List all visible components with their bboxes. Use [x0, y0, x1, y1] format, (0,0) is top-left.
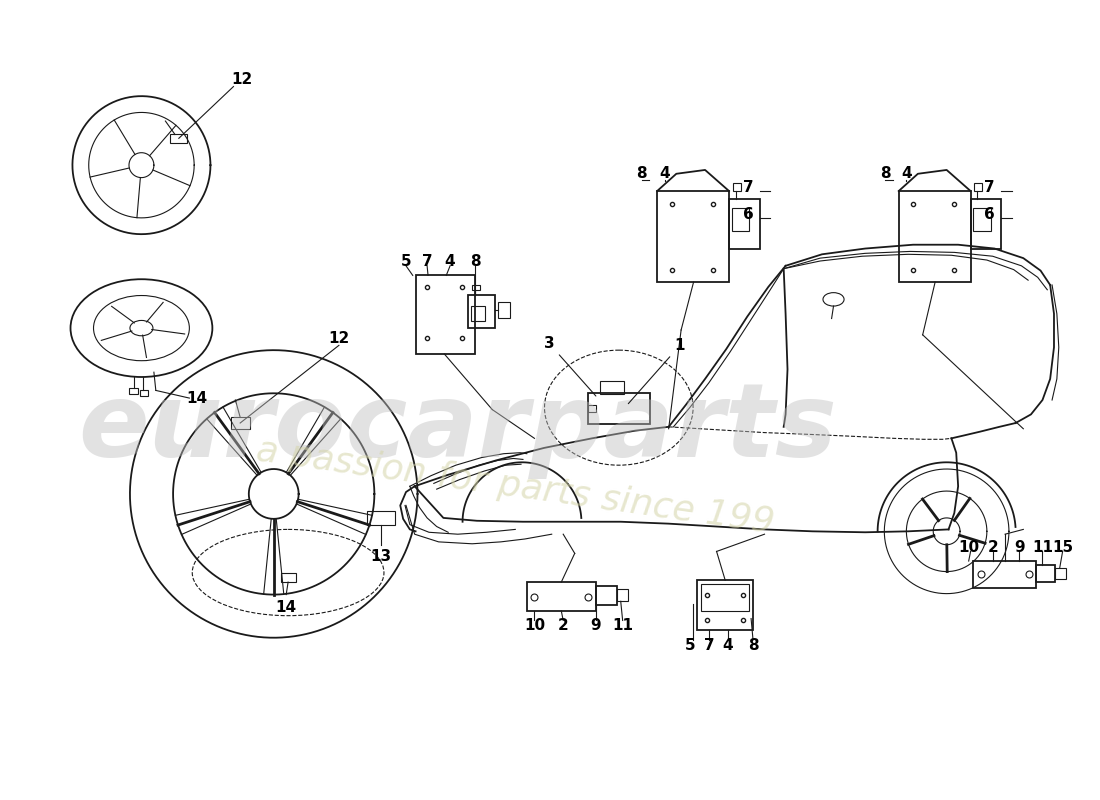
Bar [729, 198, 760, 249]
Text: 14: 14 [276, 599, 297, 614]
Bar [596, 586, 617, 605]
Bar [974, 561, 1036, 588]
Text: 5: 5 [684, 638, 695, 653]
Text: a passion for parts since 199: a passion for parts since 199 [254, 433, 777, 539]
Text: 7: 7 [421, 254, 432, 270]
Text: 4: 4 [660, 166, 670, 182]
Bar [170, 134, 187, 143]
Text: 12: 12 [328, 331, 350, 346]
Text: 1: 1 [628, 338, 685, 404]
Bar [231, 418, 250, 429]
Bar [472, 285, 480, 290]
Text: 15: 15 [1052, 540, 1074, 555]
Text: 10: 10 [524, 618, 544, 633]
Bar [732, 208, 749, 231]
Bar [657, 191, 729, 282]
Bar [697, 580, 754, 630]
Bar [498, 302, 509, 318]
Text: 11: 11 [1032, 540, 1053, 555]
Bar [733, 183, 740, 191]
Bar [140, 390, 148, 396]
Bar [588, 394, 650, 424]
Bar [974, 208, 991, 231]
Text: 13: 13 [371, 549, 392, 564]
Text: 7: 7 [984, 180, 996, 194]
Bar [469, 294, 495, 328]
Text: 5: 5 [400, 254, 411, 270]
Bar [366, 511, 396, 525]
Text: 8: 8 [637, 166, 647, 182]
Bar [1055, 568, 1067, 579]
Bar [970, 198, 1001, 249]
Text: 8: 8 [470, 254, 481, 270]
Bar [975, 183, 982, 191]
Text: 12: 12 [231, 72, 253, 87]
Bar [471, 306, 485, 322]
Bar [899, 191, 970, 282]
Text: eurocarparts: eurocarparts [78, 378, 837, 479]
Text: 3: 3 [544, 336, 596, 396]
Bar [527, 582, 596, 611]
Bar [617, 589, 628, 602]
Bar [600, 381, 624, 394]
Text: 9: 9 [1014, 540, 1025, 555]
Bar [1036, 565, 1055, 582]
Text: 6: 6 [742, 207, 754, 222]
Bar [701, 584, 749, 611]
Text: 7: 7 [704, 638, 714, 653]
Text: 11: 11 [612, 618, 634, 633]
Bar [588, 405, 596, 413]
Text: 9: 9 [591, 618, 601, 633]
Text: 4: 4 [723, 638, 734, 653]
Text: 2: 2 [558, 618, 569, 633]
Text: 4: 4 [444, 254, 455, 270]
Bar [129, 389, 138, 394]
Text: 6: 6 [984, 207, 996, 222]
Bar [282, 574, 296, 582]
Text: 8: 8 [748, 638, 758, 653]
Text: 2: 2 [988, 540, 998, 555]
Text: 10: 10 [958, 540, 979, 555]
Text: 14: 14 [187, 390, 208, 406]
Text: 7: 7 [742, 180, 754, 194]
Text: 8: 8 [880, 166, 891, 182]
Bar [416, 275, 475, 354]
Text: 4: 4 [901, 166, 912, 182]
